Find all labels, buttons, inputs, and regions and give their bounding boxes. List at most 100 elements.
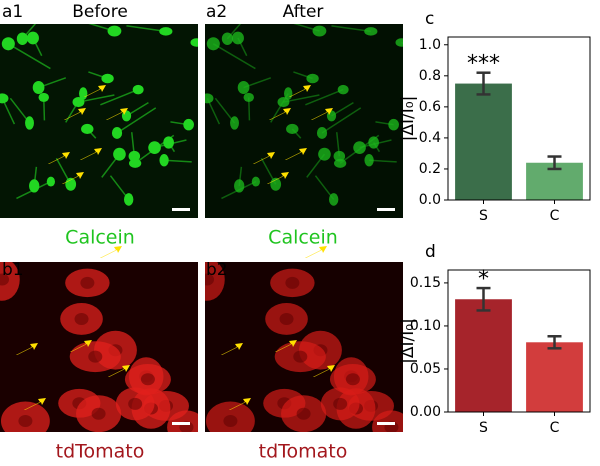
cell	[29, 179, 40, 193]
cell	[159, 27, 173, 36]
y-tick-label: 0.05	[410, 361, 441, 377]
arrow	[64, 108, 86, 120]
arrow	[275, 340, 297, 352]
arrow	[229, 398, 251, 410]
cell	[231, 31, 244, 45]
x-tick-label: S	[479, 420, 488, 436]
y-tick-label: 0.2	[419, 161, 441, 177]
neurite	[331, 25, 371, 33]
cell	[316, 127, 328, 139]
nucleus	[285, 276, 300, 289]
cell	[72, 97, 85, 108]
panel-label: c	[425, 9, 434, 29]
nucleus	[279, 312, 294, 325]
cell	[251, 176, 260, 187]
y-axis-label: |ΔI/I₀|	[398, 96, 418, 142]
cell	[318, 147, 331, 161]
cell	[364, 154, 374, 167]
scale-bar	[377, 422, 395, 425]
bar	[455, 299, 512, 412]
cell	[333, 150, 346, 162]
y-tick-label: 0.8	[419, 68, 441, 84]
cell	[81, 123, 94, 135]
cell	[286, 123, 299, 135]
cell	[107, 25, 122, 37]
arrow	[267, 172, 289, 184]
cell	[111, 127, 123, 139]
cell	[32, 80, 45, 95]
nucleus	[18, 415, 33, 428]
cell	[163, 136, 174, 149]
y-axis-label: |ΔI/I₀|	[398, 318, 418, 364]
nucleus	[223, 415, 238, 428]
error-bar	[547, 155, 562, 171]
cell	[0, 262, 20, 301]
nucleus	[88, 350, 103, 363]
arrow	[305, 246, 327, 258]
cell	[113, 147, 126, 161]
neurite	[7, 43, 51, 70]
axes-frame	[447, 269, 591, 413]
panel-label: a1	[2, 2, 23, 22]
y-tick-label: 0.4	[419, 130, 441, 146]
cell	[1, 37, 15, 51]
y-tick-label: 0.6	[419, 99, 441, 115]
arrow	[48, 152, 70, 164]
cell	[312, 25, 327, 37]
bar	[526, 342, 583, 412]
stain-label: Calcein	[65, 227, 135, 249]
cell	[183, 118, 194, 131]
cell	[230, 116, 239, 130]
y-tick-label: 0.15	[410, 275, 441, 291]
arrow	[106, 108, 128, 120]
nucleus	[91, 407, 106, 420]
arrow	[24, 398, 46, 410]
cell	[306, 73, 319, 84]
y-tick-label: 0.0	[419, 192, 441, 208]
nucleus	[345, 373, 360, 386]
arrow	[80, 148, 102, 160]
scale-bar	[172, 422, 190, 425]
panel-label: b2	[206, 260, 228, 280]
x-tick-label: S	[479, 208, 488, 224]
cell	[16, 32, 28, 46]
arrow	[253, 152, 275, 164]
nucleus	[80, 276, 95, 289]
cell	[159, 154, 169, 167]
panel-label: d	[425, 242, 436, 262]
cell	[101, 73, 114, 84]
cell	[128, 150, 141, 162]
cells	[205, 24, 403, 206]
image-title: After	[283, 2, 324, 22]
error-bar	[476, 71, 491, 96]
cell	[328, 193, 339, 206]
neurite	[126, 25, 166, 33]
cell	[123, 193, 134, 206]
significance: *	[478, 267, 489, 292]
nucleus	[293, 350, 308, 363]
panel-label: b1	[2, 260, 24, 280]
cell	[205, 262, 225, 301]
cell	[234, 179, 245, 193]
arrow	[285, 148, 307, 160]
significance: ***	[467, 52, 500, 77]
cell	[395, 38, 403, 47]
cell	[190, 38, 198, 47]
cell	[221, 32, 233, 46]
nucleus	[128, 397, 143, 410]
cell	[46, 176, 55, 187]
error-bar	[547, 335, 562, 350]
stain-label: tdTomato	[259, 441, 348, 463]
cell	[277, 97, 290, 108]
arrow	[221, 343, 243, 355]
nucleus	[333, 397, 348, 410]
neurite	[321, 107, 362, 134]
neurite	[116, 107, 157, 134]
cell	[243, 92, 254, 102]
nucleus	[140, 373, 155, 386]
x-tick-label: C	[550, 420, 560, 436]
neurite	[212, 43, 256, 70]
cell	[388, 118, 399, 131]
scale-bar	[172, 208, 190, 211]
